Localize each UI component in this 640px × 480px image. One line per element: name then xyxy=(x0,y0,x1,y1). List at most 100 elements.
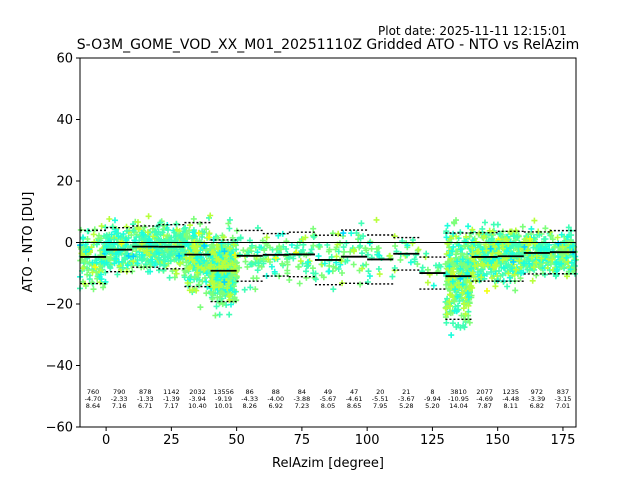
bin-count-label: 972 xyxy=(531,388,543,396)
mean-markers xyxy=(80,221,576,321)
bin-mean-label: -4.69 xyxy=(476,395,493,403)
scatter-point-group xyxy=(340,230,347,237)
bin-mean-label: -4.48 xyxy=(502,395,519,403)
y-axis: −60 −40 −20 0 20 40 60 xyxy=(46,52,80,436)
scatter-point-group xyxy=(510,258,517,265)
scatter-point-group xyxy=(348,230,355,237)
bin-mean-label: -9.94 xyxy=(424,395,441,403)
scatter-point-group xyxy=(419,250,444,275)
x-tick-label: 125 xyxy=(420,433,445,448)
bin-mean-label: -2.33 xyxy=(111,395,128,403)
scatter-point-group xyxy=(201,242,208,249)
bin-std-label: 7.17 xyxy=(164,402,178,410)
scatter-point-group xyxy=(555,240,577,255)
bin-mean-label: -3.39 xyxy=(528,395,545,403)
bin-count-label: 1142 xyxy=(163,388,180,396)
scatter-point-group xyxy=(319,230,342,268)
bin-count-label: 88 xyxy=(272,388,280,396)
bin-count-label: 2032 xyxy=(189,388,206,396)
bin-count-label: 790 xyxy=(113,388,125,396)
bin-mean-label: -1.39 xyxy=(163,395,180,403)
scatter-point-group xyxy=(118,240,125,247)
scatter-point-group xyxy=(176,252,183,259)
y-tick-label: −40 xyxy=(46,359,73,374)
bin-std-label: 10.01 xyxy=(214,402,233,410)
scatter-point-group xyxy=(288,242,311,266)
scatter-point-group xyxy=(404,242,414,266)
bin-count-label: 8 xyxy=(430,388,434,396)
bin-mean-label: -4.00 xyxy=(267,395,284,403)
bin-std-label: 14.04 xyxy=(449,402,468,410)
scatter-point-group xyxy=(340,220,367,269)
bin-mean-label: -10.95 xyxy=(448,395,469,403)
bin-count-label: 13556 xyxy=(213,388,234,396)
bin-std-label: 10.40 xyxy=(188,402,207,410)
scatter-point-group xyxy=(366,240,383,280)
bin-count-label: 3810 xyxy=(450,388,467,396)
x-tick-label: 175 xyxy=(551,433,576,448)
y-tick-label: −60 xyxy=(46,421,73,436)
bin-count-label: 837 xyxy=(557,388,569,396)
bin-std-label: 5.20 xyxy=(425,402,439,410)
bin-mean-label: -5.51 xyxy=(372,395,389,403)
bin-std-label: 8.05 xyxy=(321,402,335,410)
scatter-point-group xyxy=(339,232,370,288)
bin-mean-label: -3.15 xyxy=(555,395,572,403)
scatter-point-group xyxy=(130,253,137,260)
bin-std-label: 7.23 xyxy=(295,402,309,410)
chart-title: S-O3M_GOME_VOD_XX_M01_20251110Z Gridded … xyxy=(77,37,579,53)
x-tick-label: 50 xyxy=(228,433,245,448)
x-tick-label: 0 xyxy=(102,433,110,448)
x-tick-label: 25 xyxy=(163,433,180,448)
x-tick-label: 150 xyxy=(485,433,510,448)
bin-mean-label: -3.67 xyxy=(398,395,415,403)
x-tick-label: 100 xyxy=(355,433,380,448)
bin-stats: 760-4.708.64 790-2.337.16 878-1.336.71 1142… xyxy=(85,388,572,410)
x-axis-label: RelAzim [degree] xyxy=(272,456,384,471)
y-tick-label: 40 xyxy=(56,113,73,128)
bin-std-label: 7.87 xyxy=(477,402,491,410)
scatter-point-group xyxy=(254,244,265,256)
bin-std-label: 6.92 xyxy=(269,402,283,410)
bin-std-label: 7.95 xyxy=(373,402,387,410)
bin-mean-label: -3.94 xyxy=(189,395,206,403)
bin-std-label: 8.65 xyxy=(347,402,361,410)
scatter-point-group xyxy=(527,235,534,242)
bin-count-label: 20 xyxy=(376,388,384,396)
scatter-point-group xyxy=(297,234,313,265)
bin-mean-label: -3.88 xyxy=(293,395,310,403)
scatter-point-group xyxy=(315,253,344,275)
scatter-point-group xyxy=(373,216,393,278)
scatter-point-group xyxy=(263,234,272,263)
bin-std-label: 6.82 xyxy=(530,402,544,410)
x-tick-label: 75 xyxy=(294,433,311,448)
bin-std-label: 7.16 xyxy=(112,402,126,410)
bin-mean-label: -1.33 xyxy=(137,395,154,403)
bin-std-label: 8.11 xyxy=(503,402,517,410)
y-tick-label: −20 xyxy=(46,298,73,313)
bin-count-label: 878 xyxy=(139,388,151,396)
x-axis: 0 25 50 75 100 125 150 175 xyxy=(102,427,575,448)
scatter-point-group xyxy=(487,245,494,252)
scatter-point-group xyxy=(221,248,228,286)
bin-count-label: 49 xyxy=(324,388,332,396)
bin-mean-label: -4.61 xyxy=(346,395,363,403)
bin-mean-label: -5.67 xyxy=(320,395,337,403)
bin-mean-label: -4.70 xyxy=(85,395,102,403)
bin-count-label: 760 xyxy=(87,388,99,396)
bin-count-label: 1235 xyxy=(502,388,519,396)
bin-std-label: 6.71 xyxy=(138,402,152,410)
scatter-point-group xyxy=(422,254,433,286)
scatter-point-group xyxy=(130,213,161,265)
plot-date: Plot date: 2025-11-11 12:15:01 xyxy=(378,24,567,38)
bin-count-label: 84 xyxy=(298,388,306,396)
bin-std-label: 7.01 xyxy=(556,402,570,410)
bin-mean-label: -9.19 xyxy=(215,395,232,403)
bin-count-label: 47 xyxy=(350,388,358,396)
scatter-point-group xyxy=(272,254,279,261)
bin-mean-label: -4.33 xyxy=(241,395,258,403)
scatter-point-group xyxy=(521,244,528,250)
bin-count-label: 86 xyxy=(246,388,254,396)
bin-count-label: 21 xyxy=(402,388,410,396)
y-tick-label: 20 xyxy=(56,175,73,190)
